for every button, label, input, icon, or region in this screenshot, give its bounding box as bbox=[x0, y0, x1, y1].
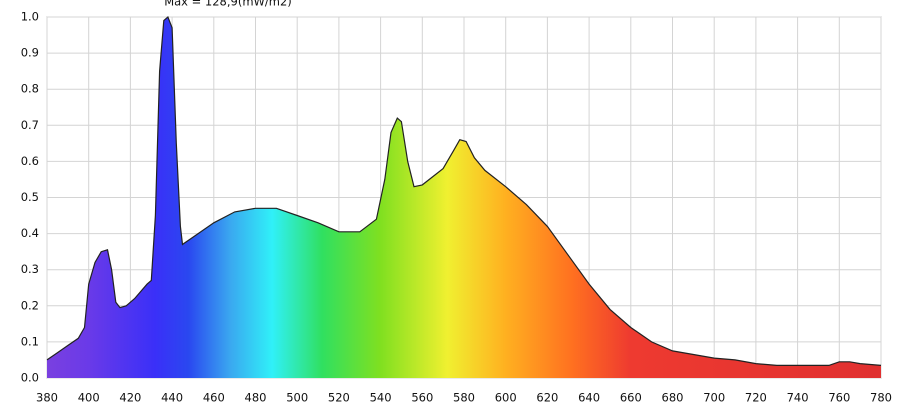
x-tick-label: 480 bbox=[245, 391, 267, 405]
spectrum-area bbox=[47, 17, 881, 378]
x-tick-label: 760 bbox=[828, 391, 850, 405]
y-tick-label: 0.0 bbox=[21, 371, 39, 385]
y-tick-label: 0.9 bbox=[21, 46, 39, 60]
y-tick-label: 1.0 bbox=[21, 10, 39, 24]
x-tick-label: 400 bbox=[78, 391, 100, 405]
x-tick-label: 720 bbox=[745, 391, 767, 405]
x-tick-label: 620 bbox=[536, 391, 558, 405]
y-tick-label: 0.7 bbox=[21, 118, 39, 132]
x-tick-label: 520 bbox=[328, 391, 350, 405]
y-tick-label: 0.6 bbox=[21, 154, 39, 168]
x-tick-label: 600 bbox=[495, 391, 517, 405]
x-tick-label: 640 bbox=[578, 391, 600, 405]
y-tick-label: 0.4 bbox=[21, 226, 39, 240]
y-tick-label: 0.8 bbox=[21, 82, 39, 96]
x-tick-label: 680 bbox=[662, 391, 684, 405]
spectrum-line bbox=[46, 15, 882, 366]
y-tick-label: 0.2 bbox=[21, 298, 39, 312]
x-tick-label: 700 bbox=[703, 391, 725, 405]
x-tick-label: 380 bbox=[36, 391, 58, 405]
x-tick-label: 740 bbox=[787, 391, 809, 405]
chart-title: Max = 128,9(mW/m2) bbox=[164, 0, 292, 9]
x-tick-label: 580 bbox=[453, 391, 475, 405]
x-tick-label: 500 bbox=[286, 391, 308, 405]
x-tick-label: 460 bbox=[203, 391, 225, 405]
y-tick-label: 0.5 bbox=[21, 190, 39, 204]
y-tick-label: 0.1 bbox=[21, 334, 39, 348]
x-tick-label: 660 bbox=[620, 391, 642, 405]
x-tick-label: 560 bbox=[411, 391, 433, 405]
x-tick-label: 780 bbox=[870, 391, 892, 405]
x-tick-label: 440 bbox=[161, 391, 183, 405]
x-tick-label: 420 bbox=[119, 391, 141, 405]
x-tick-label: 540 bbox=[370, 391, 392, 405]
y-tick-label: 0.3 bbox=[21, 262, 39, 276]
